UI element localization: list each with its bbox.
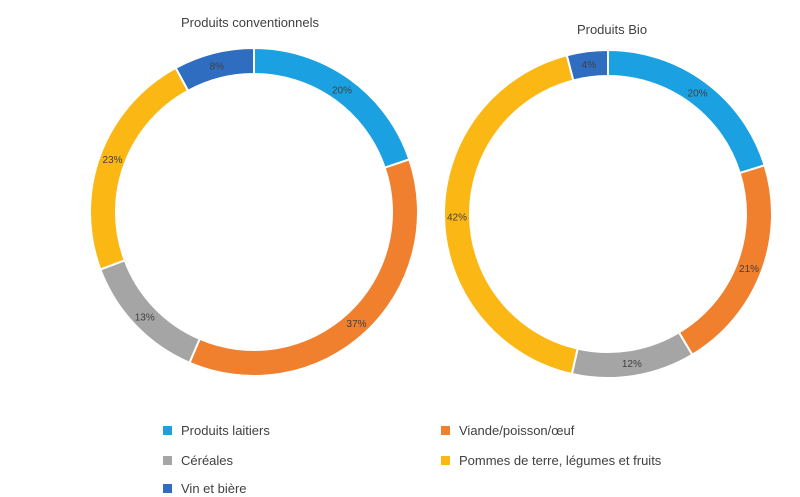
slice-produits-laitiers [253, 46, 411, 169]
slice-viande-poisson-uf [677, 164, 773, 357]
chart-title-conventional: Produits conventionnels [181, 15, 320, 30]
chart-title-bio: Produits Bio [577, 22, 647, 37]
donut-bio: 20% 21% 12% 42% 4% [443, 48, 773, 379]
slice-produits-laitiers [607, 48, 766, 175]
slice-label: 23% [103, 155, 123, 166]
slice-label: 37% [347, 319, 367, 330]
slice-label: 21% [739, 264, 759, 275]
slice-vin-et-bi-re [174, 46, 255, 93]
slice-label: 20% [688, 88, 708, 99]
slice-c-r-ales [570, 331, 694, 379]
slice-pommes-de-terre-l-gumes-et-fruits [89, 66, 190, 271]
donut-conventional: 20% 37% 13% 23% 8% [89, 46, 419, 377]
slice-label: 20% [332, 85, 352, 96]
slice-label: 42% [447, 212, 467, 223]
slice-label: 12% [622, 359, 642, 370]
slice-vin-et-bi-re [565, 48, 609, 82]
slice-label: 13% [135, 312, 155, 323]
slice-label: 4% [582, 60, 597, 71]
slice-viande-poisson-uf [188, 158, 419, 377]
slice-label: 8% [210, 62, 225, 73]
